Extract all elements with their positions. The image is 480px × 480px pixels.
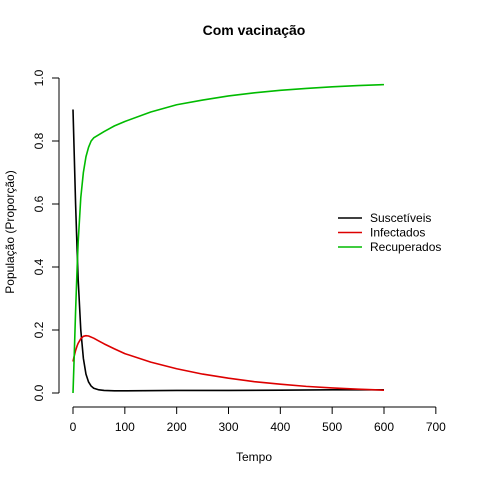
y-tick-label: 0.2 <box>32 321 46 338</box>
y-tick-label: 0.4 <box>32 258 46 275</box>
y-tick-label: 0.0 <box>32 384 46 401</box>
x-tick-label: 200 <box>167 420 187 434</box>
x-tick-label: 700 <box>426 420 446 434</box>
x-axis-label: Tempo <box>236 450 272 464</box>
series-line-infectados <box>72 334 385 391</box>
x-tick-label: 600 <box>374 420 394 434</box>
y-tick-label: 0.6 <box>32 195 46 212</box>
series-layer <box>72 83 385 394</box>
legend-label: Infectados <box>370 226 425 240</box>
x-tick-label: 400 <box>270 420 290 434</box>
y-tick-label: 0.8 <box>32 132 46 149</box>
x-tick-label: 500 <box>322 420 342 434</box>
legend-label: Recuperados <box>370 240 441 254</box>
chart-title: Com vacinação <box>203 22 306 38</box>
series-line-recuperados <box>72 83 385 394</box>
series-line-suscetiveis <box>72 109 384 392</box>
x-tick-label: 300 <box>218 420 238 434</box>
legend-label: Suscetíveis <box>370 211 431 225</box>
y-tick-label: 1.0 <box>32 69 46 86</box>
x-axis: 0 100 200 300 400 500 600 700 <box>70 406 446 434</box>
y-axis: 0.0 0.2 0.4 0.6 0.8 1.0 <box>32 69 60 401</box>
x-tick-label: 100 <box>115 420 135 434</box>
x-tick-label: 0 <box>70 420 77 434</box>
y-axis-label: População (Proporção) <box>3 170 17 293</box>
